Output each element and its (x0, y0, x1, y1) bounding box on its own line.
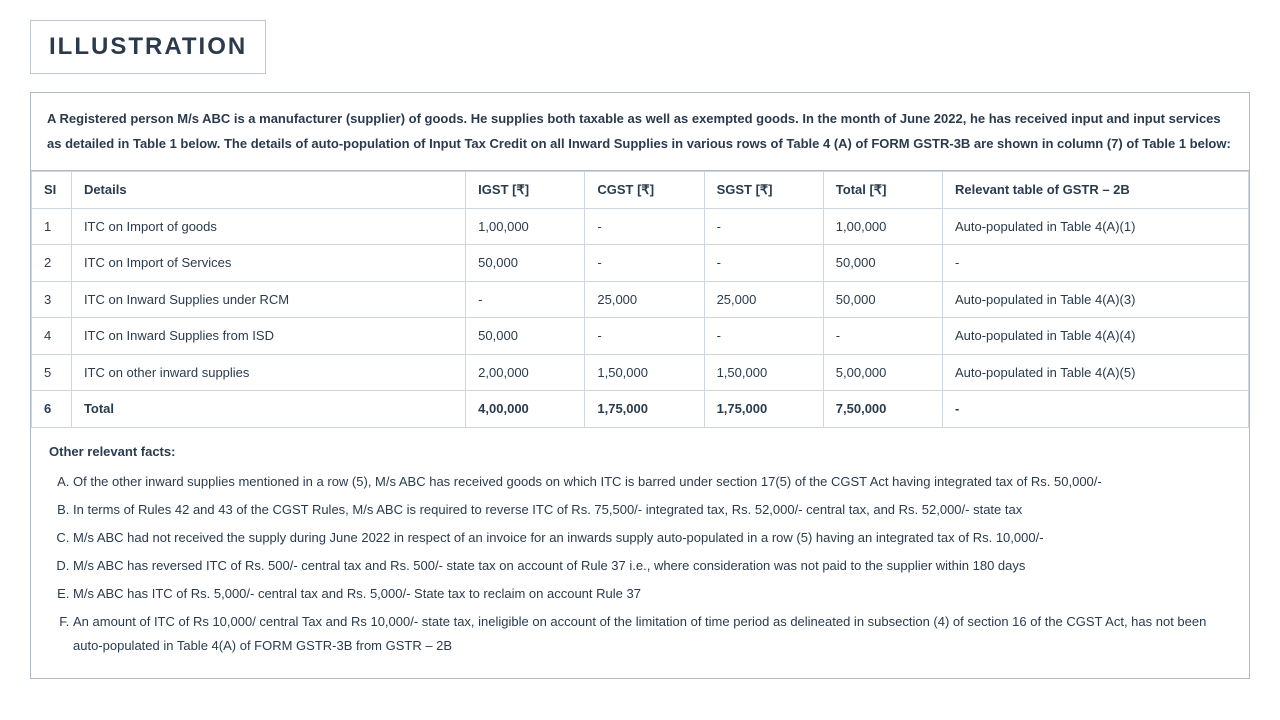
cell-details: Total (71, 391, 465, 428)
cell-igst: 50,000 (466, 318, 585, 355)
cell-total: 7,50,000 (823, 391, 942, 428)
cell-sgst: 25,000 (704, 281, 823, 318)
col-header-cgst: CGST [₹] (585, 172, 704, 209)
content-frame: A Registered person M/s ABC is a manufac… (30, 92, 1250, 679)
cell-details: ITC on Inward Supplies under RCM (71, 281, 465, 318)
table-header-row: SI Details IGST [₹] CGST [₹] SGST [₹] To… (32, 172, 1249, 209)
cell-sgst: - (704, 318, 823, 355)
facts-heading: Other relevant facts: (49, 440, 1231, 464)
facts-list: Of the other inward supplies mentioned i… (49, 470, 1231, 658)
fact-item: Of the other inward supplies mentioned i… (73, 470, 1231, 494)
cell-cgst: 1,75,000 (585, 391, 704, 428)
cell-cgst: - (585, 208, 704, 245)
cell-si: 5 (32, 354, 72, 391)
table-row: 2ITC on Import of Services50,000--50,000… (32, 245, 1249, 282)
cell-total: - (823, 318, 942, 355)
cell-cgst: 1,50,000 (585, 354, 704, 391)
col-header-sgst: SGST [₹] (704, 172, 823, 209)
cell-details: ITC on Import of Services (71, 245, 465, 282)
fact-item: In terms of Rules 42 and 43 of the CGST … (73, 498, 1231, 522)
cell-igst: 4,00,000 (466, 391, 585, 428)
fact-item: An amount of ITC of Rs 10,000/ central T… (73, 610, 1231, 658)
fact-item: M/s ABC has reversed ITC of Rs. 500/- ce… (73, 554, 1231, 578)
cell-sgst: - (704, 208, 823, 245)
cell-sgst: - (704, 245, 823, 282)
facts-block: Other relevant facts: Of the other inwar… (31, 428, 1249, 678)
table-row: 4ITC on Inward Supplies from ISD50,000--… (32, 318, 1249, 355)
cell-sgst: 1,75,000 (704, 391, 823, 428)
cell-igst: 2,00,000 (466, 354, 585, 391)
cell-si: 6 (32, 391, 72, 428)
col-header-si: SI (32, 172, 72, 209)
col-header-relevant: Relevant table of GSTR – 2B (942, 172, 1248, 209)
cell-si: 3 (32, 281, 72, 318)
cell-rel: Auto-populated in Table 4(A)(5) (942, 354, 1248, 391)
col-header-details: Details (71, 172, 465, 209)
page-title: ILLUSTRATION (49, 29, 247, 65)
cell-igst: - (466, 281, 585, 318)
cell-total: 1,00,000 (823, 208, 942, 245)
itc-table: SI Details IGST [₹] CGST [₹] SGST [₹] To… (31, 171, 1249, 428)
intro-paragraph: A Registered person M/s ABC is a manufac… (31, 93, 1249, 171)
cell-sgst: 1,50,000 (704, 354, 823, 391)
col-header-igst: IGST [₹] (466, 172, 585, 209)
table-row: 6Total4,00,0001,75,0001,75,0007,50,000- (32, 391, 1249, 428)
cell-rel: Auto-populated in Table 4(A)(4) (942, 318, 1248, 355)
cell-cgst: - (585, 245, 704, 282)
cell-total: 50,000 (823, 281, 942, 318)
cell-rel: - (942, 245, 1248, 282)
fact-item: M/s ABC has ITC of Rs. 5,000/- central t… (73, 582, 1231, 606)
cell-details: ITC on Import of goods (71, 208, 465, 245)
fact-item: M/s ABC had not received the supply duri… (73, 526, 1231, 550)
title-box: ILLUSTRATION (30, 20, 266, 74)
cell-igst: 1,00,000 (466, 208, 585, 245)
cell-total: 5,00,000 (823, 354, 942, 391)
table-row: 3ITC on Inward Supplies under RCM-25,000… (32, 281, 1249, 318)
cell-details: ITC on other inward supplies (71, 354, 465, 391)
cell-si: 1 (32, 208, 72, 245)
table-row: 5ITC on other inward supplies2,00,0001,5… (32, 354, 1249, 391)
cell-total: 50,000 (823, 245, 942, 282)
cell-rel: Auto-populated in Table 4(A)(1) (942, 208, 1248, 245)
cell-details: ITC on Inward Supplies from ISD (71, 318, 465, 355)
col-header-total: Total [₹] (823, 172, 942, 209)
table-row: 1ITC on Import of goods1,00,000--1,00,00… (32, 208, 1249, 245)
cell-rel: Auto-populated in Table 4(A)(3) (942, 281, 1248, 318)
cell-cgst: 25,000 (585, 281, 704, 318)
cell-rel: - (942, 391, 1248, 428)
cell-igst: 50,000 (466, 245, 585, 282)
cell-cgst: - (585, 318, 704, 355)
cell-si: 2 (32, 245, 72, 282)
cell-si: 4 (32, 318, 72, 355)
